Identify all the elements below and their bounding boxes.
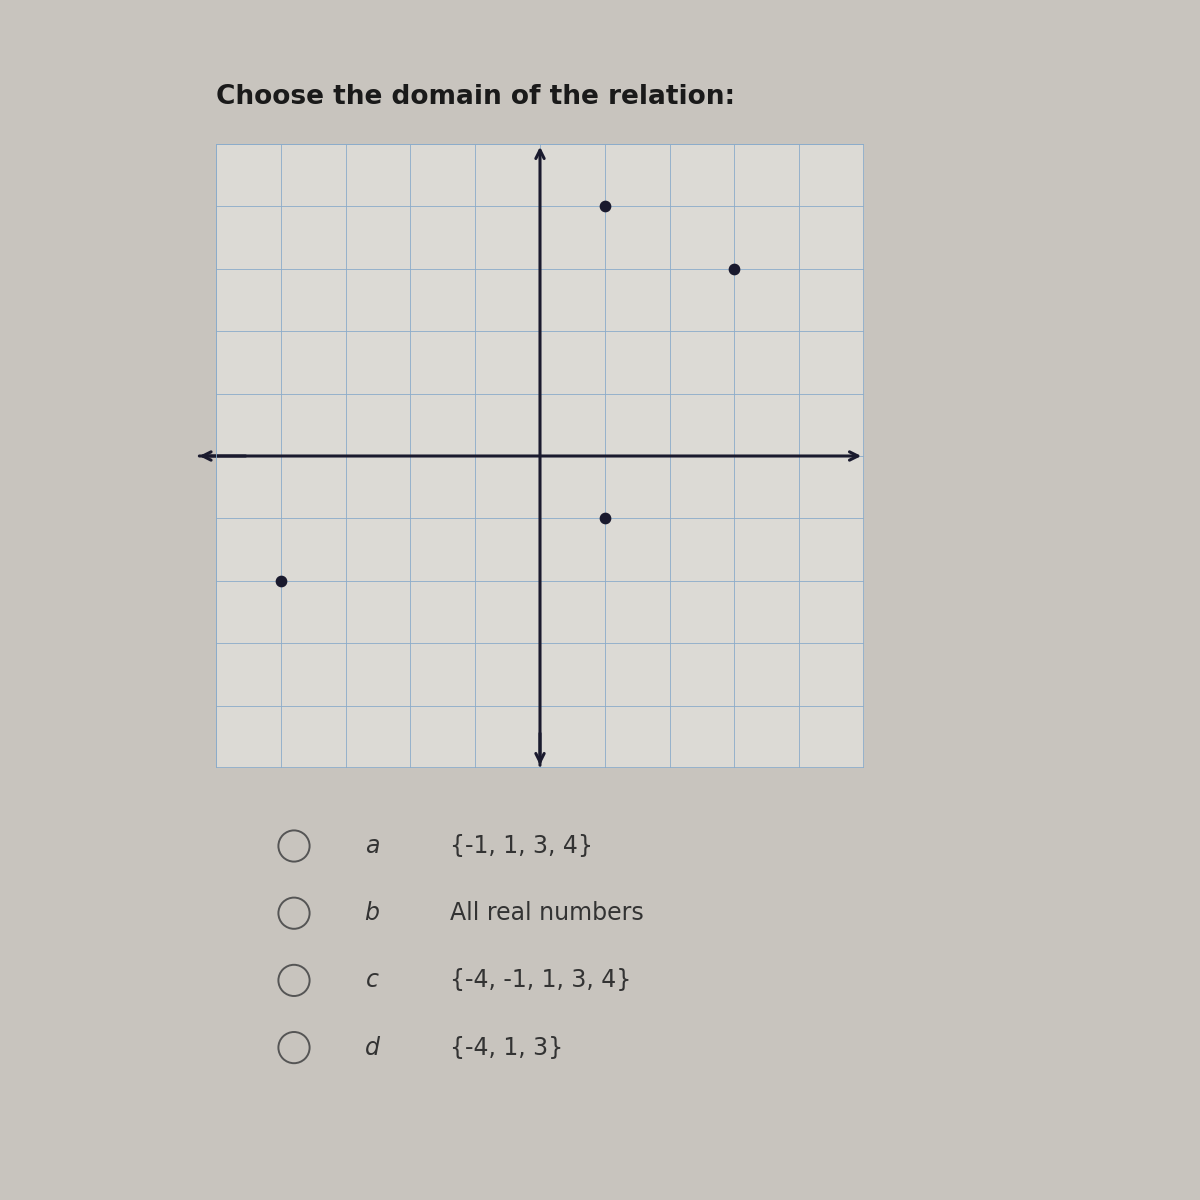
Text: Choose the domain of the relation:: Choose the domain of the relation:	[216, 84, 736, 110]
Point	[725, 259, 744, 278]
Text: d: d	[365, 1036, 379, 1060]
Text: {-4, 1, 3}: {-4, 1, 3}	[450, 1036, 563, 1060]
Point	[271, 571, 290, 590]
Point	[595, 197, 614, 216]
Text: {-1, 1, 3, 4}: {-1, 1, 3, 4}	[450, 834, 593, 858]
Text: c: c	[366, 968, 378, 992]
Text: {-4, -1, 1, 3, 4}: {-4, -1, 1, 3, 4}	[450, 968, 631, 992]
Point	[595, 509, 614, 528]
Text: b: b	[365, 901, 379, 925]
Text: All real numbers: All real numbers	[450, 901, 643, 925]
Text: a: a	[365, 834, 379, 858]
